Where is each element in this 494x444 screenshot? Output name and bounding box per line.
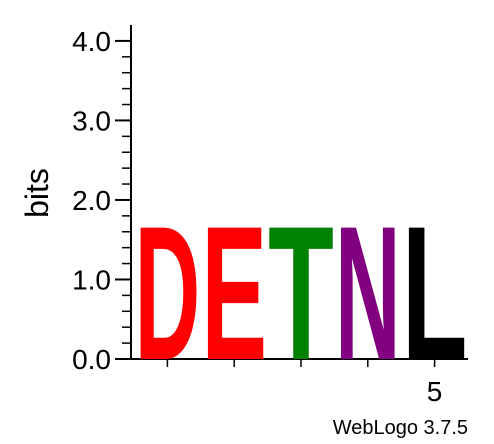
logo-letter-D: D [135, 187, 201, 400]
y-tick-label: 3.0 [72, 105, 111, 136]
y-tick-label: 0.0 [72, 344, 111, 375]
logo-letter-L: L [402, 187, 468, 400]
logo-letter-N: N [335, 187, 401, 400]
x-tick-label: 5 [427, 376, 443, 407]
y-tick-label: 4.0 [72, 26, 111, 57]
y-axis-label: bits [19, 168, 55, 218]
y-tick-label: 1.0 [72, 264, 111, 295]
x-axis: 5 [131, 358, 468, 407]
y-axis: 0.0 1.0 2.0 3.0 4.0 [72, 25, 132, 375]
logo-letter-E: E [201, 187, 267, 401]
weblogo-credit: WebLogo 3.7.5 [333, 417, 468, 439]
y-tick-label: 2.0 [72, 185, 111, 216]
logo-letter-T: T [268, 187, 334, 400]
